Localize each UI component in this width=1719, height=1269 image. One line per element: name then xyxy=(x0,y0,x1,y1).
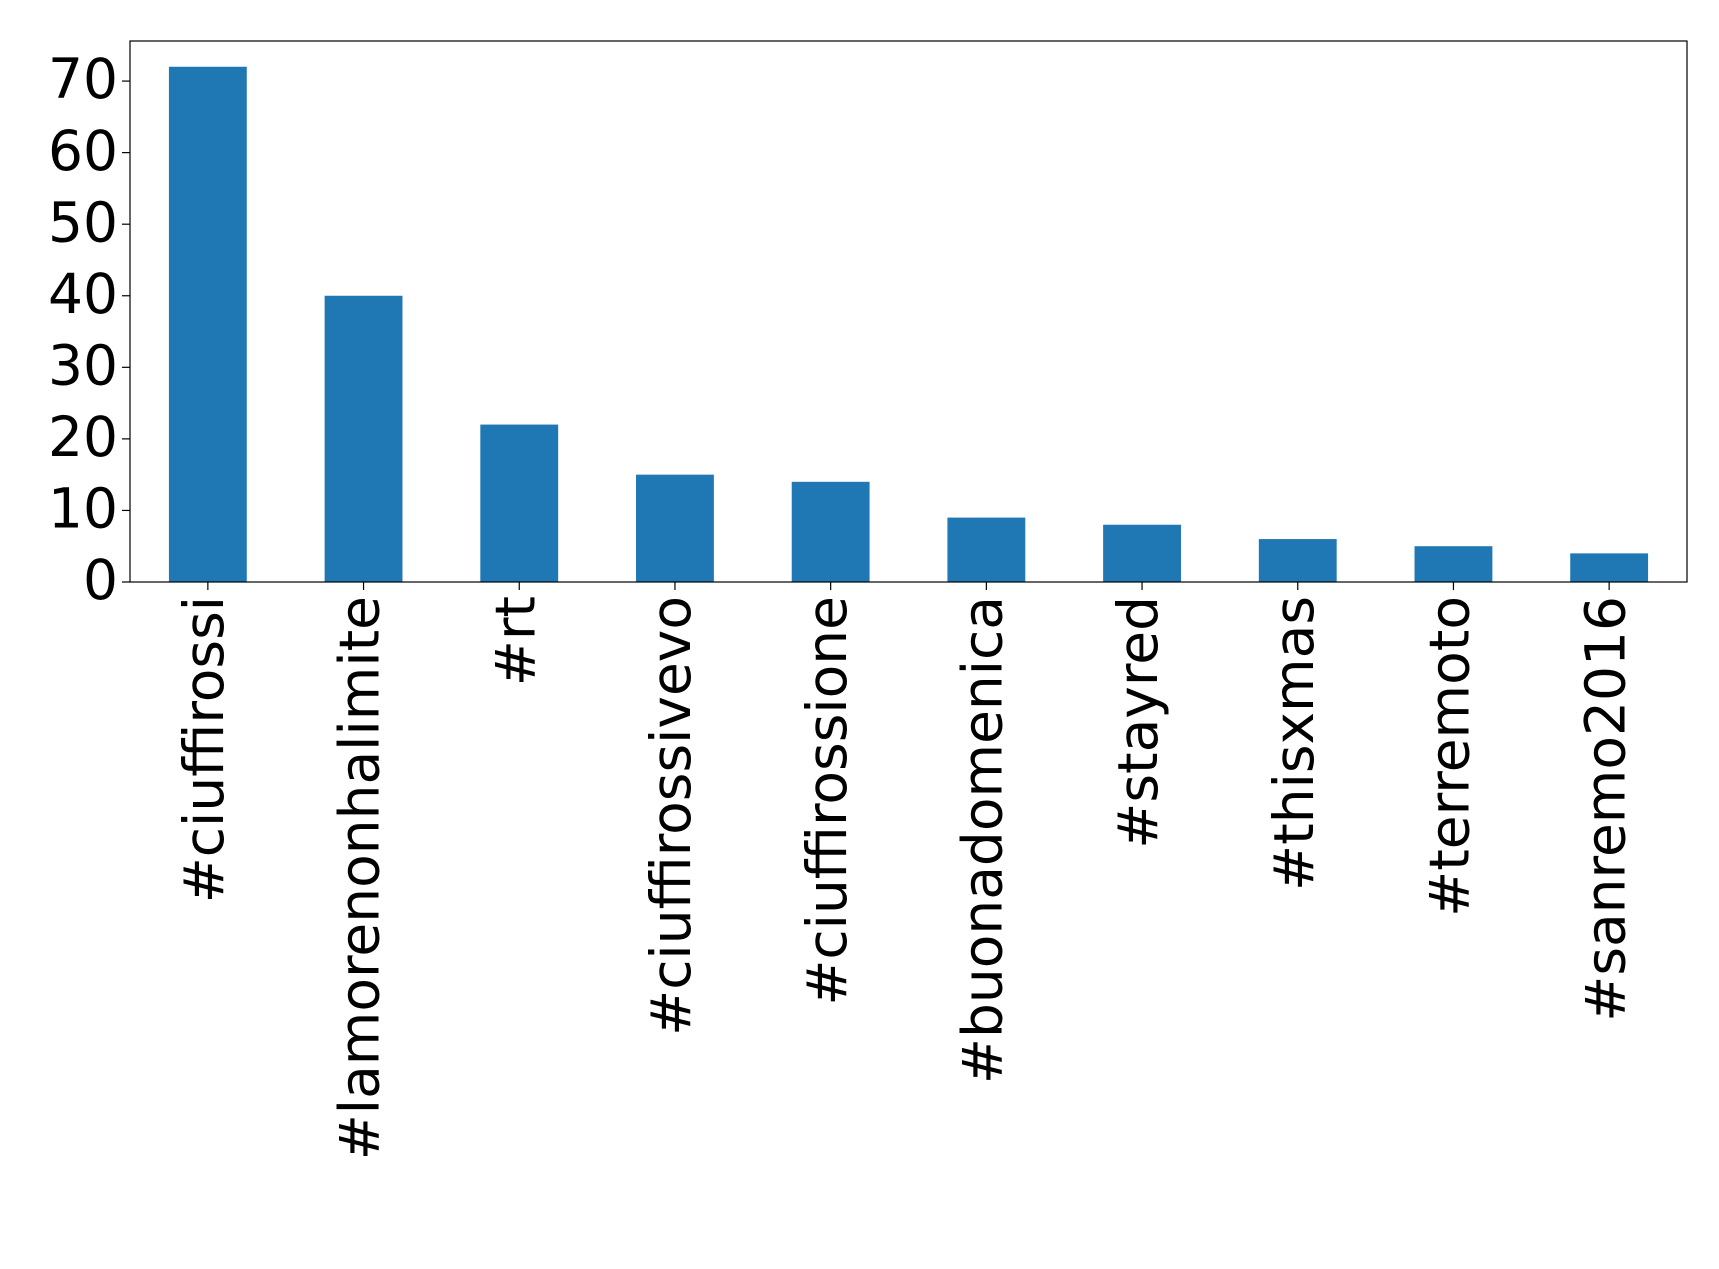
bar xyxy=(324,295,403,582)
bar xyxy=(1414,546,1493,582)
y-tick-label: 10 xyxy=(48,477,118,541)
y-tick-label: 0 xyxy=(83,548,118,612)
y-tick-label: 30 xyxy=(48,333,118,397)
y-tick-label: 20 xyxy=(48,405,118,469)
x-tick-label: #stayred xyxy=(1106,596,1170,849)
x-tick-label: #ciuffirossi xyxy=(172,596,236,903)
y-tick-label: 60 xyxy=(48,119,118,183)
bar xyxy=(1258,539,1337,582)
plot-frame xyxy=(129,40,1688,583)
x-tick-label: #lamorenonhalimite xyxy=(328,596,392,1160)
x-tick-label: #sanremo2016 xyxy=(1573,596,1637,1022)
bar xyxy=(947,517,1026,582)
x-tick-label: #terremoto xyxy=(1418,596,1482,917)
bar xyxy=(480,424,559,582)
x-tick-label: #thisxmas xyxy=(1262,596,1326,891)
bar xyxy=(636,474,714,582)
bar xyxy=(1570,553,1649,582)
bar xyxy=(791,481,870,582)
bar xyxy=(168,66,247,582)
bar xyxy=(1103,524,1181,582)
y-tick-label: 40 xyxy=(48,262,118,326)
x-tick-label: #buonadomenica xyxy=(950,596,1014,1084)
x-tick-label: #rt xyxy=(483,596,547,686)
y-tick-label: 70 xyxy=(48,47,118,111)
x-tick-label: #ciuffirossivevo xyxy=(639,596,703,1036)
x-tick-label: #ciuffirossione xyxy=(795,596,859,1006)
y-tick-label: 50 xyxy=(48,190,118,254)
